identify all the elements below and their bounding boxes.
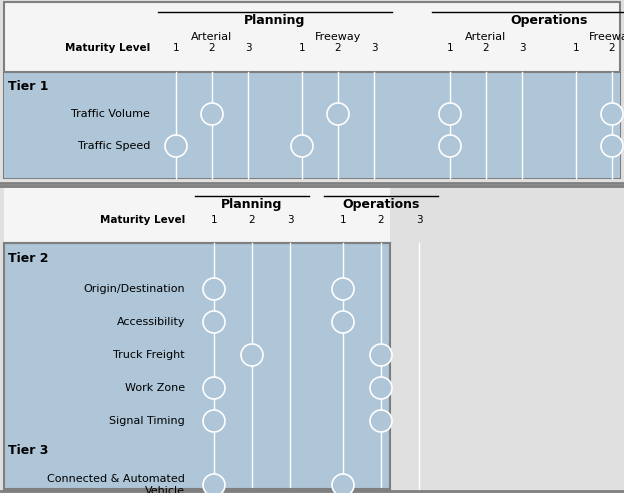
Ellipse shape [201,103,223,125]
Ellipse shape [203,278,225,300]
Bar [4,2,620,178]
Ellipse shape [439,103,461,125]
Text: 2: 2 [334,43,341,53]
Ellipse shape [370,410,392,432]
Text: Work Zone: Work Zone [125,383,185,393]
Ellipse shape [601,135,623,157]
Text: 1: 1 [573,43,579,53]
Ellipse shape [332,278,354,300]
Text: 2: 2 [483,43,489,53]
Ellipse shape [332,311,354,333]
Text: Operations: Operations [343,198,420,211]
Text: Planning: Planning [222,198,283,211]
Ellipse shape [203,474,225,493]
Text: 1: 1 [447,43,453,53]
Text: 1: 1 [211,215,217,225]
Text: Connected & Automated
Vehicle: Connected & Automated Vehicle [47,474,185,493]
Text: Tier 3: Tier 3 [8,445,49,458]
Text: Traffic Speed: Traffic Speed [77,141,150,151]
Ellipse shape [203,311,225,333]
Text: Freeway: Freeway [315,32,361,42]
Text: Traffic Volume: Traffic Volume [71,109,150,119]
Text: 1: 1 [173,43,179,53]
Text: Tier 2: Tier 2 [8,252,49,266]
Bar [4,188,390,243]
Ellipse shape [203,410,225,432]
Text: 2: 2 [208,43,215,53]
Ellipse shape [370,377,392,399]
Text: 2: 2 [608,43,615,53]
Ellipse shape [291,135,313,157]
Bar [4,243,390,491]
Text: 1: 1 [299,43,305,53]
Text: Accessibility: Accessibility [117,317,185,327]
Ellipse shape [165,135,187,157]
Ellipse shape [241,344,263,366]
Text: 3: 3 [416,215,422,225]
Text: Planning: Planning [245,14,306,27]
Ellipse shape [203,377,225,399]
Text: Maturity Level: Maturity Level [100,215,185,225]
Ellipse shape [601,103,623,125]
Text: 3: 3 [519,43,525,53]
Ellipse shape [332,474,354,493]
Ellipse shape [327,103,349,125]
Text: Origin/Destination: Origin/Destination [84,284,185,294]
Text: Truck Freight: Truck Freight [114,350,185,360]
Bar [4,72,620,178]
Text: 1: 1 [339,215,346,225]
Text: 3: 3 [286,215,293,225]
Text: Operations: Operations [510,14,588,27]
Text: Freeway: Freeway [589,32,624,42]
Text: Arterial: Arterial [466,32,507,42]
Text: Tier 1: Tier 1 [8,79,49,93]
Text: 2: 2 [249,215,255,225]
Ellipse shape [370,344,392,366]
Ellipse shape [439,135,461,157]
Text: 3: 3 [371,43,378,53]
Text: Maturity Level: Maturity Level [65,43,150,53]
Text: Signal Timing: Signal Timing [109,416,185,426]
Text: Arterial: Arterial [192,32,233,42]
Text: 2: 2 [378,215,384,225]
Text: 3: 3 [245,43,251,53]
